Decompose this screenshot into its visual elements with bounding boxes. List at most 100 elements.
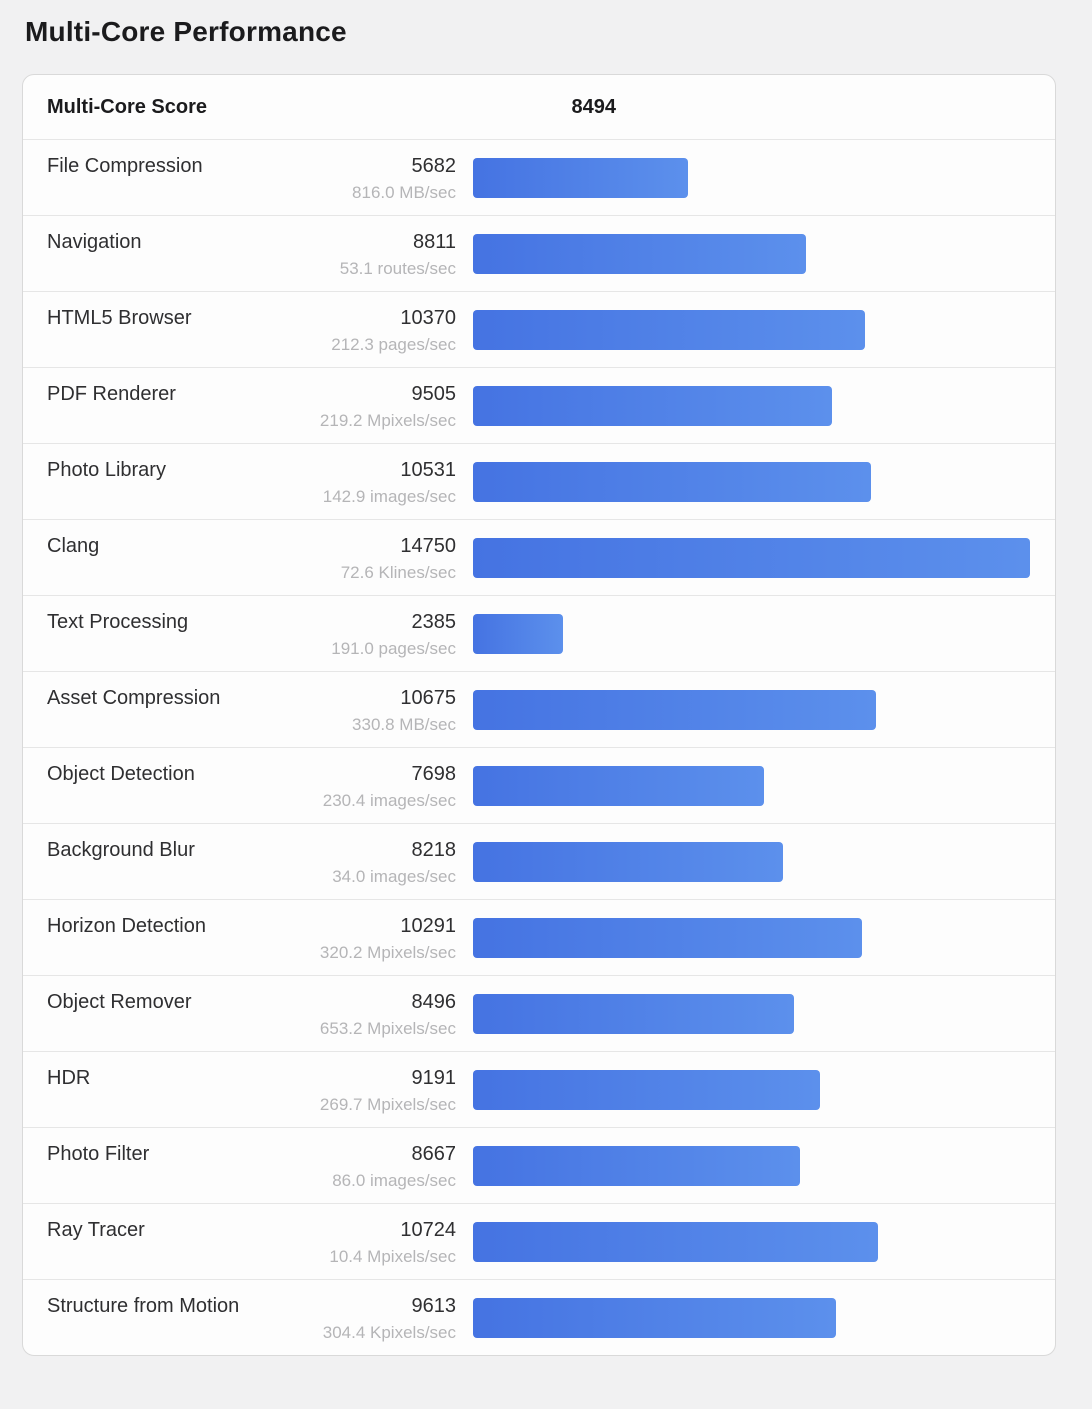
benchmark-rate: 10.4 Mpixels/sec <box>329 1247 456 1266</box>
benchmark-name: HTML5 Browser <box>47 307 192 329</box>
benchmark-rate: 816.0 MB/sec <box>352 183 456 202</box>
score-bar <box>473 1298 836 1338</box>
page-title: Multi-Core Performance <box>25 16 347 47</box>
benchmark-row: Ray Tracer 10724 10.4 Mpixels/sec <box>23 1203 1055 1279</box>
score-bar-track <box>473 520 1030 578</box>
score-bar-track <box>473 140 1030 198</box>
score-bar <box>473 918 862 958</box>
benchmark-name: Navigation <box>47 231 142 253</box>
benchmark-row: Photo Library 10531 142.9 images/sec <box>23 443 1055 519</box>
score-bar-track <box>473 824 1030 882</box>
score-bar <box>473 462 871 502</box>
benchmark-row: HDR 9191 269.7 Mpixels/sec <box>23 1051 1055 1127</box>
score-bar <box>473 690 877 730</box>
benchmark-rate: 230.4 images/sec <box>322 791 456 810</box>
benchmark-name: Text Processing <box>47 611 189 633</box>
benchmark-score: 10531 <box>400 459 456 481</box>
score-bar-track <box>473 672 1030 730</box>
benchmark-score: 9191 <box>411 1067 457 1089</box>
benchmark-score: 8218 <box>411 839 457 861</box>
benchmark-name: Object Remover <box>47 991 192 1013</box>
benchmark-name: HDR <box>47 1067 91 1089</box>
score-bar-track <box>473 1052 1030 1110</box>
benchmark-row: Clang 14750 72.6 Klines/sec <box>23 519 1055 595</box>
benchmark-score: 8496 <box>411 991 457 1013</box>
benchmark-row: Text Processing 2385 191.0 pages/sec <box>23 595 1055 671</box>
score-bar <box>473 766 764 806</box>
score-bar <box>473 1222 878 1262</box>
benchmark-rows: File Compression 5682 816.0 MB/sec Navig… <box>23 139 1055 1355</box>
score-bar-track <box>473 1128 1030 1186</box>
score-bar-track <box>473 1204 1030 1262</box>
benchmark-rate: 330.8 MB/sec <box>352 715 456 734</box>
benchmark-rate: 34.0 images/sec <box>332 867 456 886</box>
score-bar-track <box>473 596 1030 654</box>
score-bar <box>473 234 806 274</box>
score-bar <box>473 310 865 350</box>
score-bar <box>473 1070 821 1110</box>
benchmark-name: Structure from Motion <box>47 1295 240 1317</box>
score-bar-track <box>473 1280 1030 1338</box>
score-bar <box>473 158 688 198</box>
benchmark-rate: 212.3 pages/sec <box>331 335 456 354</box>
benchmark-rate: 72.6 Klines/sec <box>340 563 456 582</box>
benchmark-name: Horizon Detection <box>47 915 206 937</box>
benchmark-rate: 53.1 routes/sec <box>339 259 456 278</box>
score-bar <box>473 842 784 882</box>
benchmark-name: Photo Filter <box>47 1143 150 1165</box>
benchmark-row: Object Remover 8496 653.2 Mpixels/sec <box>23 975 1055 1051</box>
score-bar-track <box>473 976 1030 1034</box>
benchmark-row: Horizon Detection 10291 320.2 Mpixels/se… <box>23 899 1055 975</box>
benchmark-score: 9613 <box>411 1295 457 1317</box>
benchmark-name: Object Detection <box>47 763 195 785</box>
benchmark-row: PDF Renderer 9505 219.2 Mpixels/sec <box>23 367 1055 443</box>
benchmark-rate: 219.2 Mpixels/sec <box>319 411 456 430</box>
benchmark-name: Asset Compression <box>47 687 221 709</box>
benchmark-score: 10291 <box>400 915 456 937</box>
score-bar <box>473 386 832 426</box>
summary-label: Multi-Core Score <box>47 95 208 118</box>
score-bar-track <box>473 444 1030 502</box>
benchmark-name: Background Blur <box>47 839 195 861</box>
benchmark-score: 2385 <box>411 611 457 633</box>
benchmark-rate: 653.2 Mpixels/sec <box>319 1019 456 1038</box>
score-bar-track <box>473 368 1030 426</box>
benchmark-name: Photo Library <box>47 459 166 481</box>
benchmark-row: Object Detection 7698 230.4 images/sec <box>23 747 1055 823</box>
benchmark-score: 14750 <box>400 535 456 557</box>
benchmark-row: Structure from Motion 9613 304.4 Kpixels… <box>23 1279 1055 1355</box>
benchmark-card: Multi-Core Score 8494 File Compression 5… <box>22 74 1056 1356</box>
score-bar-track <box>473 900 1030 958</box>
score-bar-track <box>473 216 1030 274</box>
benchmark-name: Ray Tracer <box>47 1219 145 1241</box>
score-bar <box>473 614 564 654</box>
benchmark-rate: 86.0 images/sec <box>332 1171 456 1190</box>
score-bar <box>473 994 794 1034</box>
summary-row: Multi-Core Score 8494 <box>23 75 1055 139</box>
benchmark-score: 7698 <box>411 763 457 785</box>
benchmark-score: 8667 <box>411 1143 457 1165</box>
benchmark-score: 8811 <box>412 231 456 253</box>
benchmark-rate: 320.2 Mpixels/sec <box>319 943 456 962</box>
benchmark-row: File Compression 5682 816.0 MB/sec <box>23 139 1055 215</box>
score-bar-track <box>473 292 1030 350</box>
benchmark-row: Background Blur 8218 34.0 images/sec <box>23 823 1055 899</box>
score-bar-track <box>473 748 1030 806</box>
benchmark-score: 10370 <box>400 307 456 329</box>
summary-score: 8494 <box>571 95 617 118</box>
benchmark-name: Clang <box>47 535 100 557</box>
benchmark-score: 10675 <box>400 687 456 709</box>
benchmark-rate: 304.4 Kpixels/sec <box>322 1323 456 1342</box>
benchmark-rate: 191.0 pages/sec <box>331 639 456 658</box>
benchmark-rate: 142.9 images/sec <box>322 487 456 506</box>
benchmark-row: Photo Filter 8667 86.0 images/sec <box>23 1127 1055 1203</box>
score-bar <box>473 538 1030 578</box>
benchmark-row: HTML5 Browser 10370 212.3 pages/sec <box>23 291 1055 367</box>
benchmark-name: File Compression <box>47 155 203 177</box>
benchmark-score: 9505 <box>411 383 457 405</box>
benchmark-score: 5682 <box>411 155 457 177</box>
benchmark-row: Asset Compression 10675 330.8 MB/sec <box>23 671 1055 747</box>
score-bar <box>473 1146 801 1186</box>
benchmark-rate: 269.7 Mpixels/sec <box>319 1095 456 1114</box>
benchmark-name: PDF Renderer <box>47 383 176 405</box>
